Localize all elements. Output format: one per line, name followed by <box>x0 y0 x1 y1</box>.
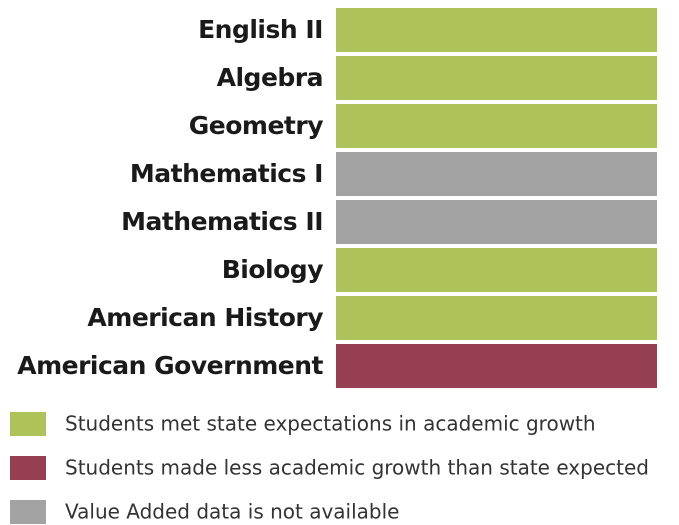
status-box <box>336 296 657 340</box>
legend-label: Value Added data is not available <box>65 500 399 524</box>
row-label: Algebra <box>217 63 323 92</box>
legend-swatch <box>10 412 46 436</box>
legend-swatch <box>10 500 46 524</box>
legend-label: Students made less academic growth than … <box>65 456 649 480</box>
row-label: American History <box>87 303 323 332</box>
legend-swatch <box>10 456 46 480</box>
row-label: Biology <box>222 255 323 284</box>
status-box <box>336 8 657 52</box>
status-box <box>336 248 657 292</box>
status-box <box>336 152 657 196</box>
row-label: Mathematics II <box>121 207 323 236</box>
status-box <box>336 104 657 148</box>
legend-label: Students met state expectations in acade… <box>65 412 596 436</box>
row-label: Mathematics I <box>130 159 323 188</box>
row-label: English II <box>198 15 323 44</box>
row-label: Geometry <box>189 111 323 140</box>
status-box <box>336 344 657 388</box>
status-box <box>336 56 657 100</box>
status-box <box>336 200 657 244</box>
row-label: American Government <box>17 351 323 380</box>
